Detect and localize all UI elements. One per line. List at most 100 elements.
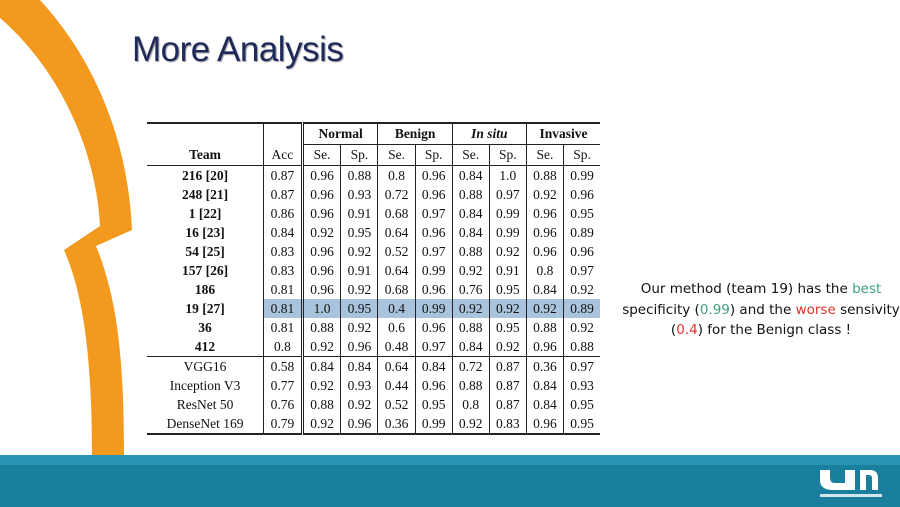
table-cell: 0.84 <box>525 376 564 395</box>
team-row: 19 [27] 0.81 1.0 0.95 0.4 0.99 0.92 0.92 0.92 0.8… <box>147 299 600 318</box>
table-cell: 0.96 <box>300 185 341 204</box>
table-cell: 0.93 <box>563 376 600 395</box>
table-cell: 0.88 <box>563 337 600 357</box>
team-row: 54 [25] 0.83 0.96 0.92 0.52 0.97 0.88 0.92 0.96 0… <box>147 242 600 261</box>
table-cell: 0.91 <box>488 261 527 280</box>
column-header: Sp. <box>340 144 378 166</box>
table-cell: 0.99 <box>414 261 453 280</box>
network-row: ResNet 50 0.76 0.88 0.92 0.52 0.95 0.8 0.87 0.84… <box>147 395 600 414</box>
note-text: 0.4 <box>676 322 698 338</box>
table-cell: 0.87 <box>263 165 303 185</box>
table-cell: 0.97 <box>488 185 527 204</box>
table-cell: 0.88 <box>525 318 564 337</box>
table-cell: 1 [22] <box>188 205 222 221</box>
table-cell: 0.52 <box>377 242 416 261</box>
column-header: Se. <box>525 144 564 166</box>
table-cell: 0.92 <box>300 337 341 357</box>
table-cell: 0.99 <box>414 414 453 435</box>
table-cell: 0.95 <box>414 395 453 414</box>
note-text: ) and the <box>729 301 796 318</box>
table-cell: 0.83 <box>263 242 303 261</box>
table-cell: 0.92 <box>451 299 490 318</box>
table-cell: 16 [23] <box>185 224 225 240</box>
table-cell: 0.81 <box>263 318 303 337</box>
note-text: sensivity ( <box>670 301 900 339</box>
table-cell: 0.96 <box>414 376 453 395</box>
table-cell: 0.96 <box>300 261 341 280</box>
table-cell: 0.96 <box>525 223 564 242</box>
table-cell: 0.92 <box>300 223 341 242</box>
table-cell: 0.88 <box>340 165 378 185</box>
table-cell: 0.91 <box>340 204 378 223</box>
table-cell: 0.81 <box>263 299 303 318</box>
table-cell: 0.4 <box>377 299 416 318</box>
logo <box>820 470 878 490</box>
table-cell: 0.8 <box>525 261 564 280</box>
table-cell: 0.96 <box>414 185 453 204</box>
note-text: 0.99 <box>699 301 730 318</box>
table-cell: 0.84 <box>451 223 490 242</box>
table-cell: 0.93 <box>340 376 378 395</box>
table-cell: 0.92 <box>340 395 378 414</box>
table-cell: 19 [27] <box>185 300 225 316</box>
note-text: Our method (team 19) has the <box>640 281 853 297</box>
header-cell <box>263 122 303 145</box>
table-cell: 0.96 <box>340 414 378 435</box>
table-cell: 412 <box>194 338 216 354</box>
column-header: Sp. <box>414 144 453 166</box>
table-cell: 0.92 <box>451 261 490 280</box>
table-cell: 0.84 <box>451 204 490 223</box>
table-cell: 0.8 <box>451 395 490 414</box>
table-cell: 0.97 <box>563 261 600 280</box>
table-cell: 0.84 <box>451 165 490 185</box>
table-cell: 0.96 <box>340 337 378 357</box>
table-cell: 248 [21] <box>181 186 229 202</box>
table-cell: 0.64 <box>377 261 416 280</box>
table-cell: 0.68 <box>377 204 416 223</box>
table-cell: 0.76 <box>451 280 490 299</box>
column-header: Se. <box>377 144 416 166</box>
table-cell: 0.95 <box>340 299 378 318</box>
group-header: Normal <box>300 122 378 145</box>
table-cell: 0.8 <box>377 165 416 185</box>
table-cell: 0.88 <box>451 318 490 337</box>
group-header: Invasive <box>525 122 600 145</box>
table-cell: 1.0 <box>300 299 341 318</box>
table-cell: 0.83 <box>263 261 303 280</box>
table-cell: 0.95 <box>488 318 527 337</box>
table-cell: 0.36 <box>525 356 564 376</box>
table-cell: 0.89 <box>563 299 600 318</box>
table-cell: 0.87 <box>263 185 303 204</box>
table-cell: 0.97 <box>563 356 600 376</box>
team-row: 412 0.8 0.92 0.96 0.48 0.97 0.84 0.92 0.96 0.88 <box>147 337 600 357</box>
footer-highlight <box>0 455 900 465</box>
table-cell: 0.89 <box>563 223 600 242</box>
table-cell: 0.96 <box>300 204 341 223</box>
table-cell: 0.52 <box>377 395 416 414</box>
table-cell: 0.96 <box>525 414 564 435</box>
group-header: Benign <box>377 122 453 145</box>
table-cell: 0.97 <box>414 204 453 223</box>
column-header: Sp. <box>488 144 527 166</box>
table-cell: 0.79 <box>263 414 303 435</box>
table-cell: 0.96 <box>525 204 564 223</box>
table-cell: 0.81 <box>263 280 303 299</box>
team-row: 16 [23] 0.84 0.92 0.95 0.64 0.96 0.84 0.99 0.96 0… <box>147 223 600 242</box>
table-cell: 0.84 <box>300 356 341 376</box>
table-cell: 0.96 <box>414 165 453 185</box>
note-text: specificity ( <box>622 281 886 318</box>
table-cell: 0.87 <box>488 395 527 414</box>
table-cell: 0.92 <box>451 414 490 435</box>
table-cell: 0.95 <box>488 280 527 299</box>
table-cell: 0.96 <box>300 280 341 299</box>
table-cell: 0.36 <box>377 414 416 435</box>
table-cell: 0.96 <box>563 185 600 204</box>
table-cell: 0.95 <box>563 204 600 223</box>
table-cell: DenseNet 169 <box>147 414 264 435</box>
table-cell: 0.96 <box>563 242 600 261</box>
team-row: 186 0.81 0.96 0.92 0.68 0.96 0.76 0.95 0.84 0.92 <box>147 280 600 299</box>
table-cell: 0.96 <box>525 337 564 357</box>
table-cell: 0.84 <box>263 223 303 242</box>
table-cell: 0.88 <box>451 242 490 261</box>
table-cell: Inception V3 <box>169 377 241 393</box>
